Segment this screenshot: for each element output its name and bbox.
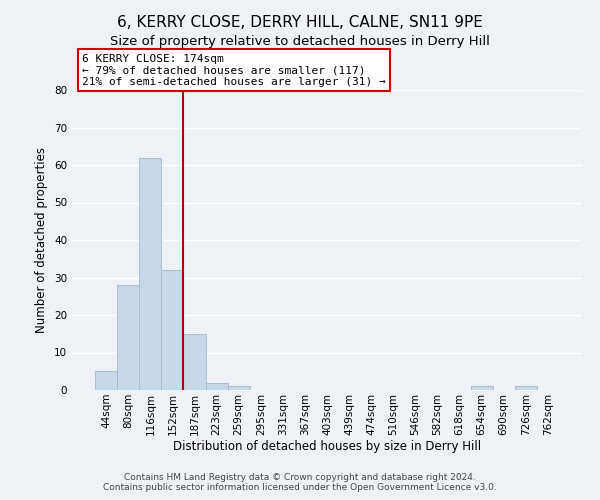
Y-axis label: Number of detached properties: Number of detached properties [35, 147, 49, 333]
Bar [470, 386, 493, 390]
Bar [206, 382, 227, 390]
Bar [117, 285, 139, 390]
Bar [515, 386, 537, 390]
Bar [161, 270, 184, 390]
Bar [95, 371, 117, 390]
Bar [184, 334, 206, 390]
Text: Contains HM Land Registry data © Crown copyright and database right 2024.
Contai: Contains HM Land Registry data © Crown c… [103, 473, 497, 492]
Text: 6 KERRY CLOSE: 174sqm
← 79% of detached houses are smaller (117)
21% of semi-det: 6 KERRY CLOSE: 174sqm ← 79% of detached … [82, 54, 386, 87]
X-axis label: Distribution of detached houses by size in Derry Hill: Distribution of detached houses by size … [173, 440, 481, 454]
Text: Size of property relative to detached houses in Derry Hill: Size of property relative to detached ho… [110, 35, 490, 48]
Text: 6, KERRY CLOSE, DERRY HILL, CALNE, SN11 9PE: 6, KERRY CLOSE, DERRY HILL, CALNE, SN11 … [117, 15, 483, 30]
Bar [139, 158, 161, 390]
Bar [227, 386, 250, 390]
